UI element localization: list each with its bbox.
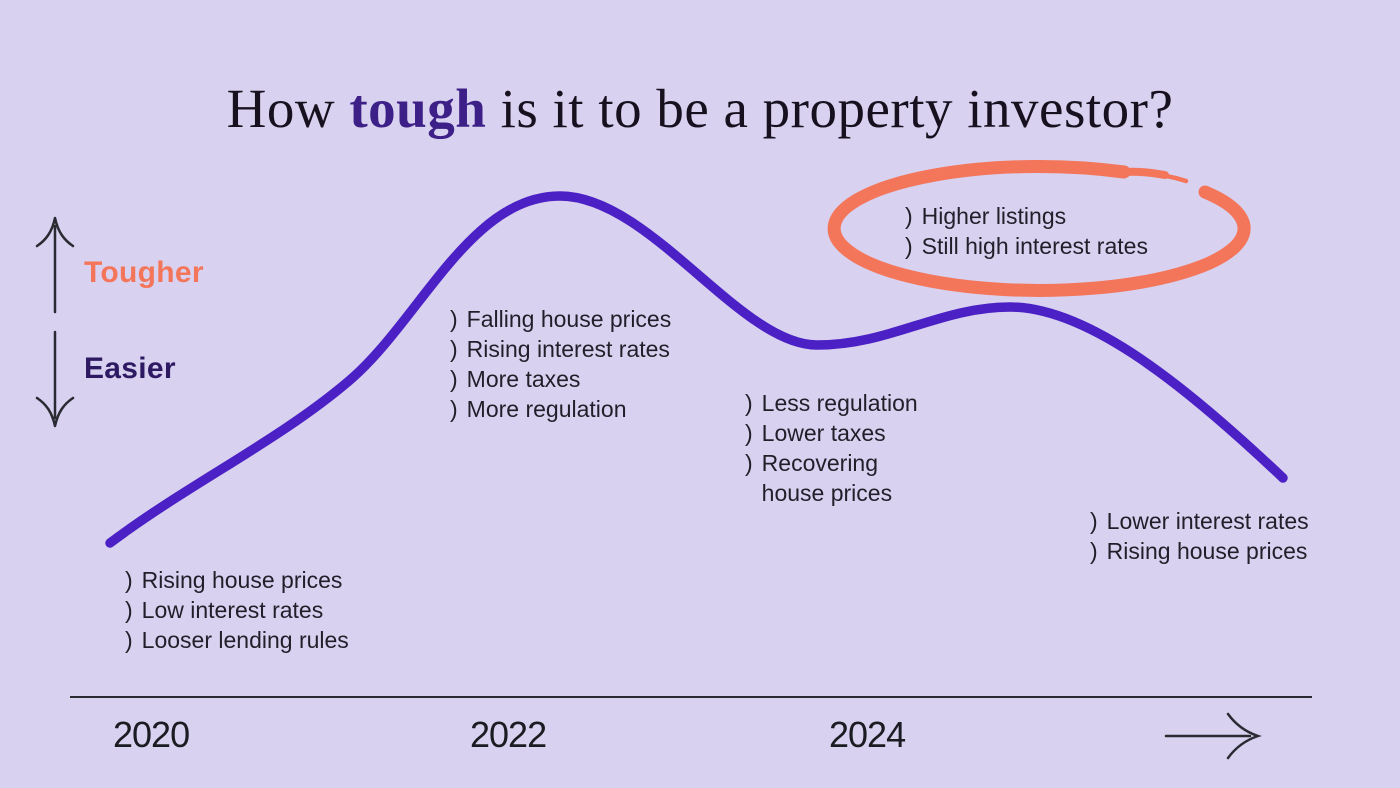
annotation-text: Rising interest rates	[466, 336, 670, 362]
bullet-glyph: )	[450, 306, 458, 332]
bullet-glyph: )	[125, 567, 133, 593]
annotation-item: ) Looser lending rules	[125, 625, 349, 655]
annotation-text: Rising house prices	[141, 567, 343, 593]
annotation-item: ) Falling house prices	[450, 304, 671, 334]
annotation-text: Less regulation	[761, 390, 918, 416]
annotation-item: ) Still high interest rates	[905, 231, 1148, 261]
annotation-item: ) Low interest rates	[125, 595, 349, 625]
bullet-glyph: )	[745, 450, 753, 476]
highlight-ellipse	[827, 159, 1251, 297]
bullet-glyph: )	[905, 233, 913, 259]
annotation-group-2022: ) Falling house prices ) Rising interest…	[450, 304, 671, 424]
annotation-text: Looser lending rules	[141, 627, 349, 653]
annotation-item: ) Rising interest rates	[450, 334, 671, 364]
year-label-2020: 2020	[113, 714, 190, 755]
title-prefix: How	[226, 77, 350, 139]
bullet-glyph: )	[450, 396, 458, 422]
annotation-item: ) Lower interest rates	[1090, 506, 1309, 536]
annotation-item: ) Lower taxes	[745, 418, 918, 448]
bullet-glyph: )	[745, 390, 753, 416]
up-arrow-icon	[35, 216, 75, 314]
annotation-text: More regulation	[466, 396, 627, 422]
bullet-glyph: )	[125, 627, 133, 653]
bullet-glyph: )	[1090, 508, 1098, 534]
annotation-item: ) Recovering house prices	[745, 448, 918, 508]
bullet-glyph: )	[450, 336, 458, 362]
annotation-text: More taxes	[466, 366, 581, 392]
bullet-glyph: )	[905, 203, 913, 229]
chart-title: How tough is it to be a property investo…	[0, 77, 1400, 140]
annotation-text: Falling house prices	[466, 306, 672, 332]
year-label-2024: 2024	[829, 714, 906, 755]
annotation-text: Rising house prices	[1106, 538, 1308, 564]
title-suffix: is it to be a property investor?	[486, 77, 1174, 139]
bullet-glyph: )	[1090, 538, 1098, 564]
annotation-group-2023: ) Less regulation ) Lower taxes ) Recove…	[745, 388, 918, 508]
annotation-item: ) Rising house prices	[1090, 536, 1309, 566]
annotation-text: Lower taxes	[761, 420, 886, 446]
annotation-item: ) More regulation	[450, 394, 671, 424]
toughness-curve	[105, 191, 1288, 548]
annotation-text: Low interest rates	[141, 597, 324, 623]
annotation-item: ) Higher listings	[905, 201, 1148, 231]
annotation-group-2024-highlighted: ) Higher listings ) Still high interest …	[905, 201, 1148, 261]
highlight-ellipse-taper-tip	[1121, 169, 1189, 184]
annotation-group-2025: ) Lower interest rates ) Rising house pr…	[1090, 506, 1309, 566]
bullet-glyph: )	[745, 420, 753, 446]
easier-label: Easier	[84, 352, 176, 385]
annotation-text: Still high interest rates	[921, 233, 1148, 259]
bullet-glyph: )	[450, 366, 458, 392]
tougher-label: Tougher	[84, 256, 204, 289]
annotation-item: ) More taxes	[450, 364, 671, 394]
annotation-item: ) Less regulation	[745, 388, 918, 418]
year-label-2022: 2022	[470, 714, 547, 755]
title-emphasis: tough	[349, 77, 487, 139]
annotation-item: ) Rising house prices	[125, 565, 349, 595]
down-arrow-icon	[35, 330, 75, 428]
annotation-text: Higher listings	[921, 203, 1067, 229]
annotation-group-2020: ) Rising house prices ) Low interest rat…	[125, 565, 349, 655]
annotation-text: Recovering house prices	[761, 450, 893, 506]
annotation-text: Lower interest rates	[1106, 508, 1309, 534]
x-axis-arrow-icon	[1164, 712, 1262, 760]
bullet-glyph: )	[125, 597, 133, 623]
